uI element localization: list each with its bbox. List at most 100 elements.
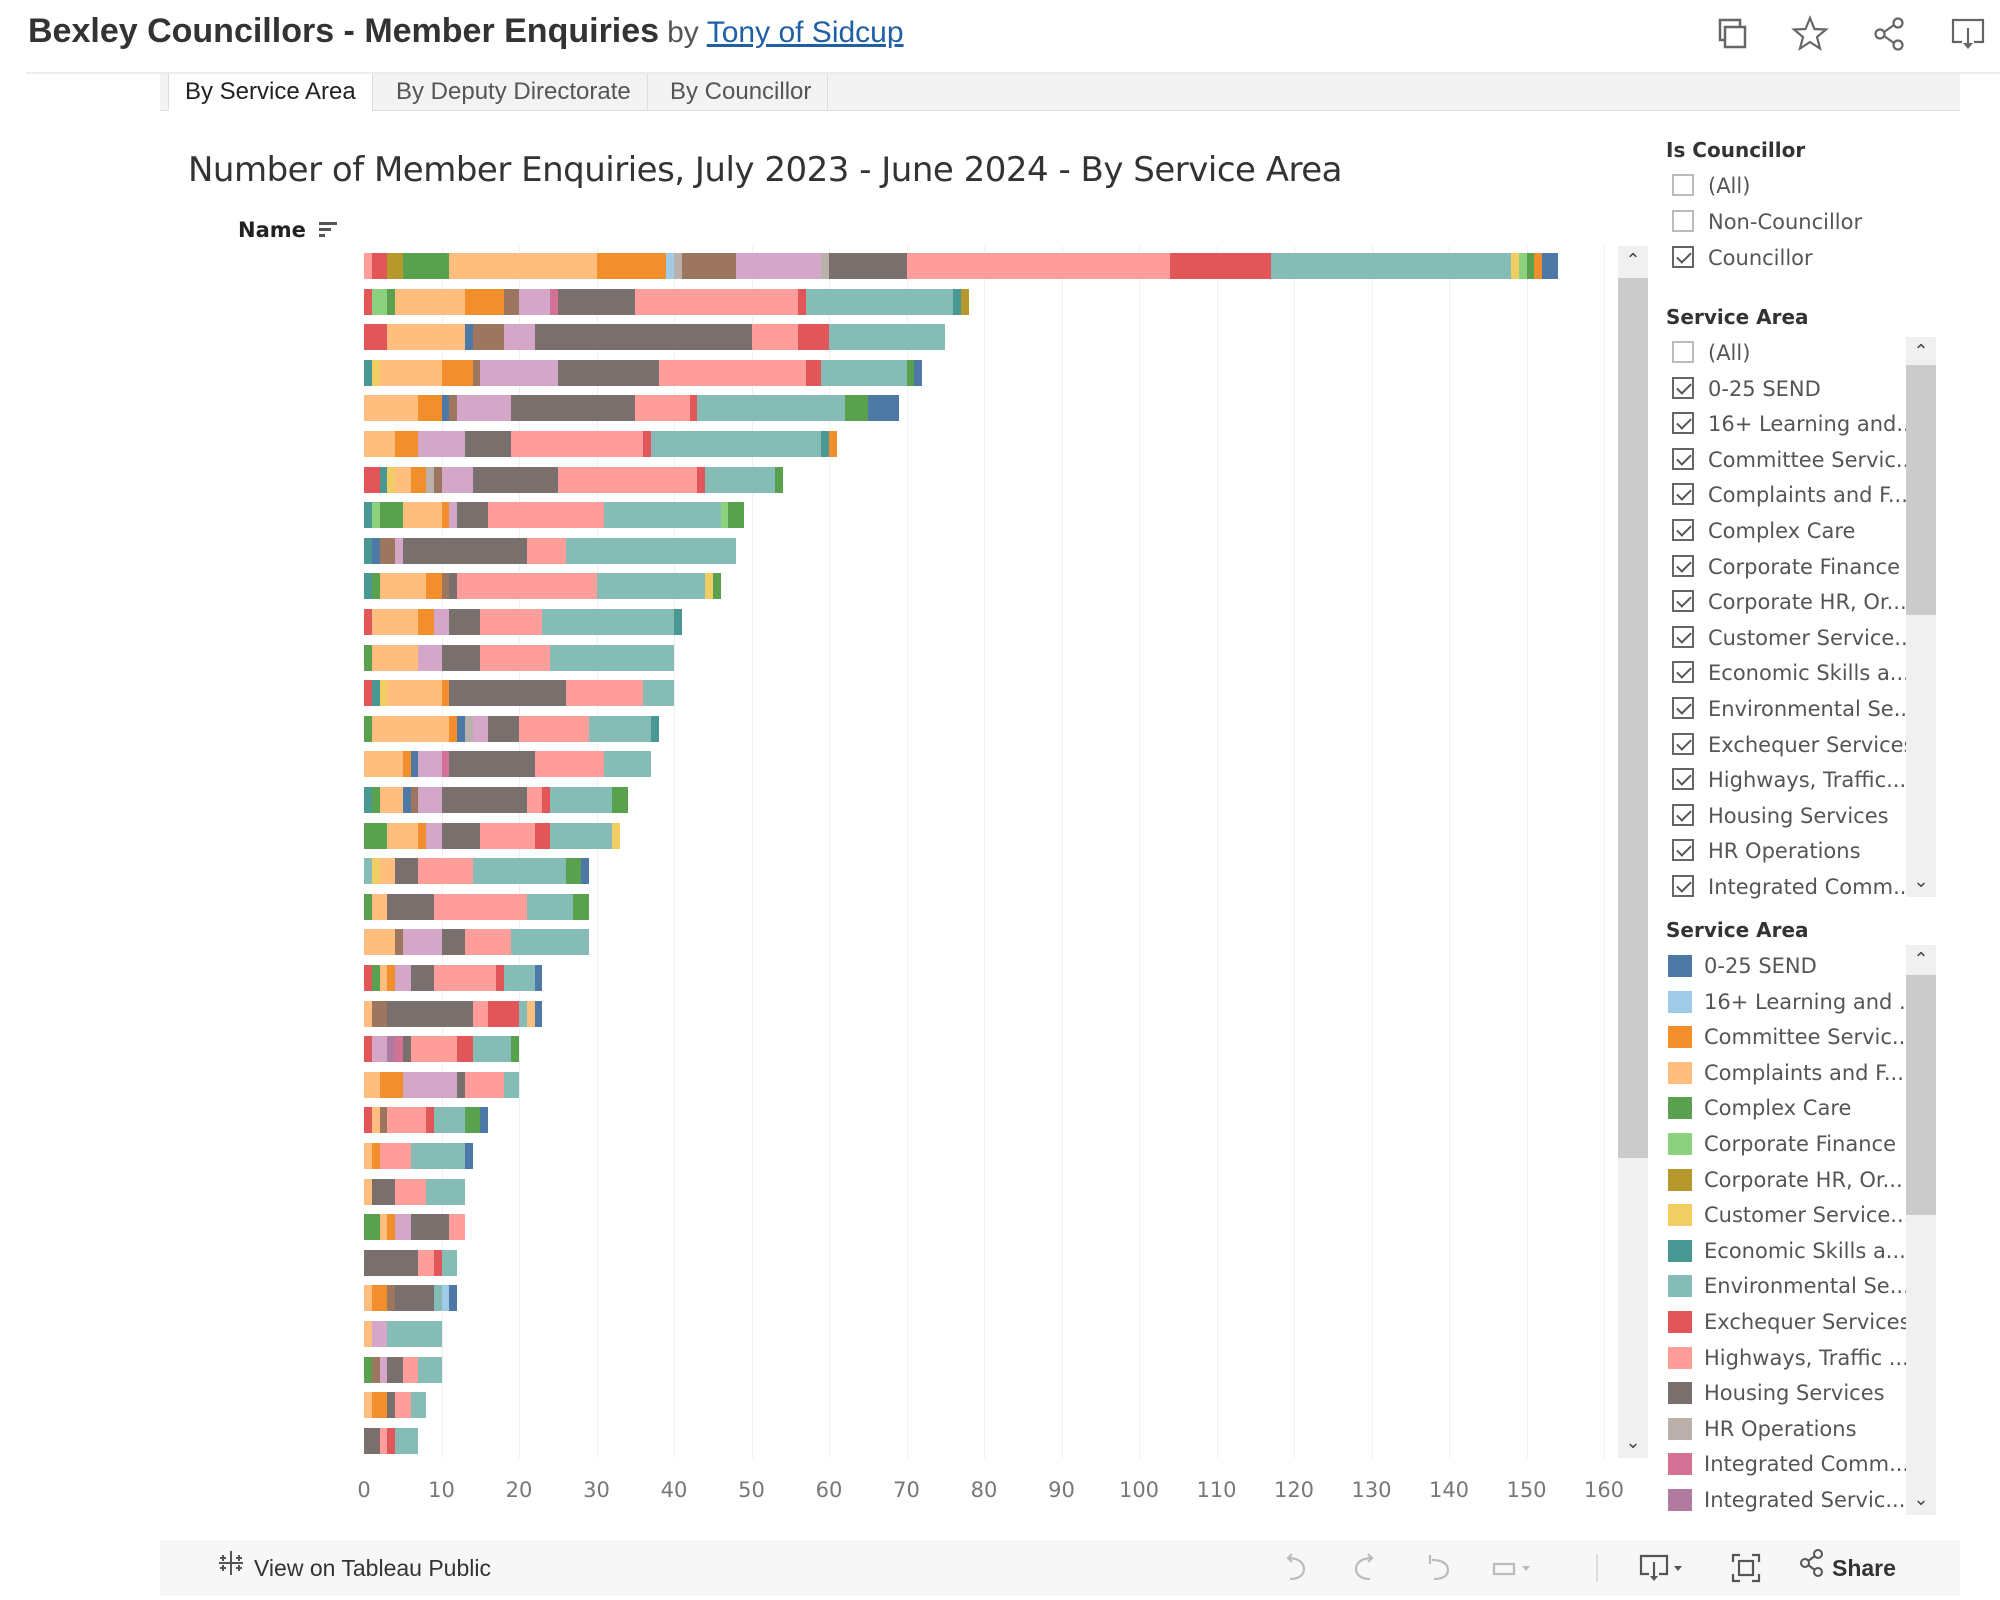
bar-segment[interactable] xyxy=(387,1107,426,1134)
bar-segment[interactable] xyxy=(395,1427,419,1454)
bar-segment[interactable] xyxy=(441,1249,457,1276)
bar-segment[interactable] xyxy=(371,1285,388,1312)
bar-segment[interactable] xyxy=(449,1214,465,1241)
bar-segment[interactable] xyxy=(364,1178,372,1205)
tab-by-deputy-directorate[interactable]: By Deputy Directorate xyxy=(380,74,648,110)
bar-segment[interactable] xyxy=(674,609,682,635)
bar-segment[interactable] xyxy=(379,1107,388,1134)
bar-segment[interactable] xyxy=(387,965,395,991)
bar-segment[interactable] xyxy=(534,822,550,849)
bar-segment[interactable] xyxy=(480,609,543,635)
bar-segment[interactable] xyxy=(371,253,388,279)
bar-segment[interactable] xyxy=(643,431,651,457)
bar-segment[interactable] xyxy=(364,1071,380,1098)
bar-segment[interactable] xyxy=(387,1036,395,1063)
bar-segment[interactable] xyxy=(449,609,481,635)
bar-segment[interactable] xyxy=(433,893,527,920)
bar-segment[interactable] xyxy=(379,680,388,707)
download-icon[interactable] xyxy=(1948,14,1988,54)
bar-segment[interactable] xyxy=(371,359,380,386)
bar-segment[interactable] xyxy=(371,1036,388,1063)
bar-segment[interactable] xyxy=(379,1214,388,1241)
checkbox[interactable] xyxy=(1672,341,1694,363)
bar-segment[interactable] xyxy=(519,288,550,315)
bar-segment[interactable] xyxy=(844,395,868,422)
bar-segment[interactable] xyxy=(379,858,395,885)
bar-segment[interactable] xyxy=(581,858,589,885)
bar-segment[interactable] xyxy=(821,253,829,279)
checkbox[interactable] xyxy=(1672,246,1694,268)
bar-segment[interactable] xyxy=(364,680,372,707)
bar-segment[interactable] xyxy=(364,1356,372,1383)
bar-segment[interactable] xyxy=(720,502,729,529)
bar-segment[interactable] xyxy=(410,965,434,991)
bar-segment[interactable] xyxy=(379,537,395,564)
bar-segment[interactable] xyxy=(395,466,411,493)
bar-segment[interactable] xyxy=(1542,253,1558,279)
bar-segment[interactable] xyxy=(433,1107,465,1134)
bar-segment[interactable] xyxy=(774,466,783,493)
bar-segment[interactable] xyxy=(364,1321,372,1347)
bar-segment[interactable] xyxy=(457,1036,473,1063)
bar-segment[interactable] xyxy=(472,359,481,386)
checkbox[interactable] xyxy=(1672,839,1694,862)
bar-segment[interactable] xyxy=(371,858,380,885)
bar-segment[interactable] xyxy=(480,822,535,849)
bar-segment[interactable] xyxy=(534,751,605,778)
bar-segment[interactable] xyxy=(364,324,388,351)
bar-segment[interactable] xyxy=(441,751,450,778)
bar-segment[interactable] xyxy=(371,1107,380,1134)
bar-segment[interactable] xyxy=(387,324,465,351)
checkbox[interactable] xyxy=(1672,376,1694,399)
bar-segment[interactable] xyxy=(387,1000,473,1027)
bar-segment[interactable] xyxy=(712,573,721,600)
bar-segment[interactable] xyxy=(418,1356,442,1383)
bar-segment[interactable] xyxy=(604,751,651,778)
bar-segment[interactable] xyxy=(596,573,705,600)
bar-segment[interactable] xyxy=(906,359,915,386)
bar-segment[interactable] xyxy=(495,965,504,991)
bar-segment[interactable] xyxy=(697,395,845,422)
bar-segment[interactable] xyxy=(418,644,442,671)
bar-segment[interactable] xyxy=(371,609,419,635)
view-on-tableau-public-button[interactable]: View on Tableau Public xyxy=(216,1540,491,1596)
bar-segment[interactable] xyxy=(441,787,527,813)
service-area-filter-scrollbar[interactable]: ⌃ ⌄ xyxy=(1906,337,1936,897)
bar-segment[interactable] xyxy=(364,573,372,600)
bar-segment[interactable] xyxy=(371,893,388,920)
bar-segment[interactable] xyxy=(364,288,372,315)
bar-segment[interactable] xyxy=(480,644,550,671)
bar-segment[interactable] xyxy=(457,573,597,600)
bar-segment[interactable] xyxy=(604,502,721,529)
bar-segment[interactable] xyxy=(387,466,395,493)
bar-segment[interactable] xyxy=(519,1000,527,1027)
bar-segment[interactable] xyxy=(379,573,426,600)
bar-segment[interactable] xyxy=(379,1427,388,1454)
bar-segment[interactable] xyxy=(557,466,698,493)
bar-segment[interactable] xyxy=(511,431,643,457)
bar-segment[interactable] xyxy=(650,715,659,742)
bar-segment[interactable] xyxy=(488,1000,519,1027)
bar-segment[interactable] xyxy=(364,965,372,991)
bar-segment[interactable] xyxy=(674,253,682,279)
bar-segment[interactable] xyxy=(379,1356,388,1383)
bar-segment[interactable] xyxy=(433,965,496,991)
bar-segment[interactable] xyxy=(426,1178,465,1205)
bar-segment[interactable] xyxy=(441,573,450,600)
bar-segment[interactable] xyxy=(371,573,380,600)
bar-segment[interactable] xyxy=(441,502,450,529)
bar-segment[interactable] xyxy=(503,324,535,351)
checkbox[interactable] xyxy=(1672,483,1694,506)
checkbox[interactable] xyxy=(1672,590,1694,613)
bar-segment[interactable] xyxy=(441,1285,450,1312)
undo-icon[interactable] xyxy=(1278,1552,1310,1584)
bar-segment[interactable] xyxy=(441,644,481,671)
bar-segment[interactable] xyxy=(364,253,372,279)
bar-segment[interactable] xyxy=(1511,253,1519,279)
bar-segment[interactable] xyxy=(472,1000,488,1027)
checkbox[interactable] xyxy=(1672,803,1694,826)
bar-segment[interactable] xyxy=(402,929,442,956)
bar-segment[interactable] xyxy=(829,324,946,351)
bar-segment[interactable] xyxy=(418,822,426,849)
bar-segment[interactable] xyxy=(371,787,380,813)
